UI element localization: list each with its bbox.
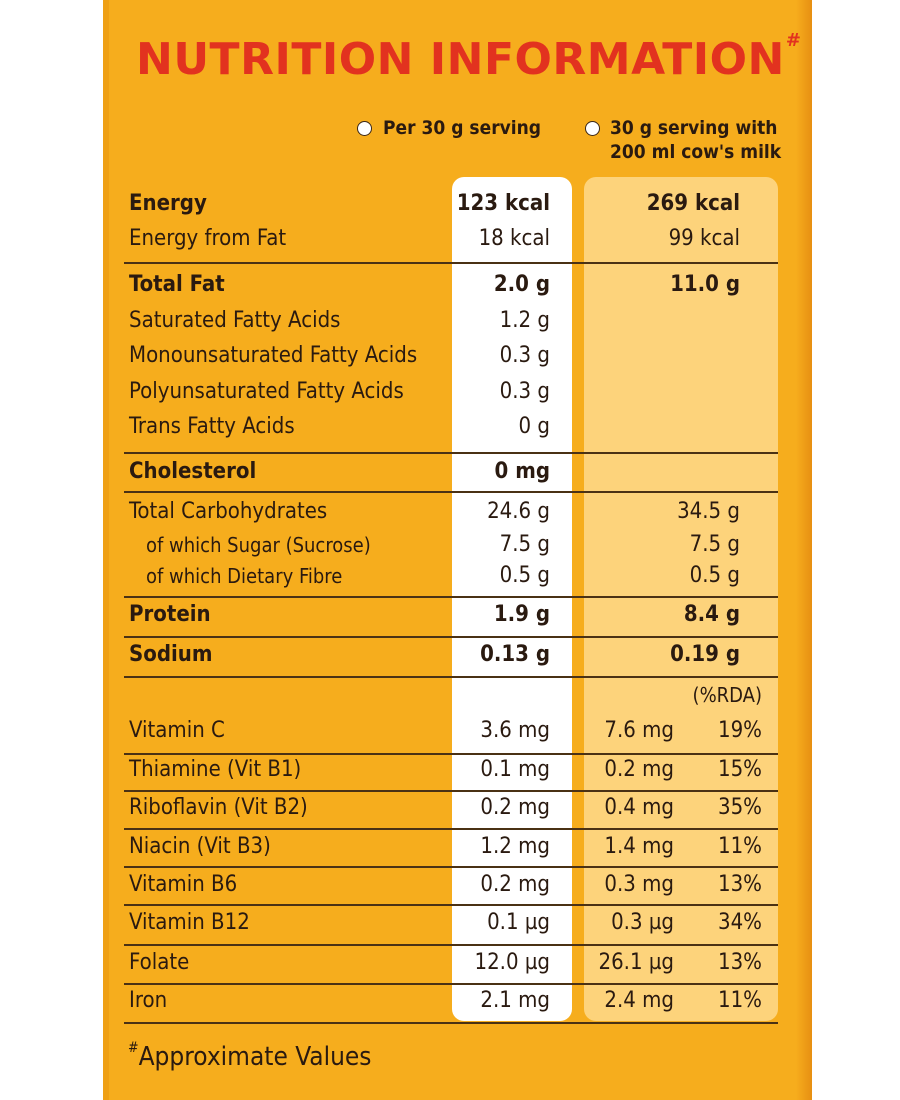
row-divider: [124, 983, 778, 985]
vitamin-b6-with-milk: 0.3 mg: [604, 872, 674, 897]
riboflavin-with-milk: 0.4 mg: [604, 795, 674, 820]
row-divider: [124, 944, 778, 946]
title-footnote-mark: #: [785, 30, 802, 51]
energy-per-serving: 123 kcal: [456, 191, 550, 216]
sodium-per-serving: 0.13 g: [480, 642, 550, 667]
energy-from-fat-per-serving: 18 kcal: [478, 226, 550, 251]
monounsaturated-fat-value: 0.3 g: [499, 343, 550, 368]
row-divider: [124, 262, 778, 264]
energy-label: Energy: [129, 191, 207, 216]
thiamine-label: Thiamine (Vit B1): [129, 757, 302, 782]
riboflavin-rda: 35%: [718, 795, 762, 820]
monounsaturated-fat-label: Monounsaturated Fatty Acids: [129, 343, 418, 368]
title-text: NUTRITION INFORMATION: [136, 34, 785, 85]
niacin-with-milk: 1.4 mg: [604, 834, 674, 859]
vitamin-c-per-serving: 3.6 mg: [480, 718, 550, 743]
with-milk-header-line2: 200 ml cow's milk: [610, 141, 782, 163]
carbohydrates-per-serving: 24.6 g: [487, 499, 550, 524]
iron-per-serving: 2.1 mg: [480, 988, 550, 1013]
rda-header: (%RDA): [692, 683, 762, 707]
row-divider: [124, 676, 778, 678]
footnote-mark: #: [128, 1040, 139, 1056]
row-divider: [124, 753, 778, 755]
per-serving-header: Per 30 g serving: [383, 117, 542, 139]
carbohydrates-with-milk: 34.5 g: [677, 499, 740, 524]
folate-with-milk: 26.1 µg: [598, 950, 675, 975]
trans-fat-value: 0 g: [518, 414, 550, 439]
carbohydrates-label: Total Carbohydrates: [129, 499, 328, 524]
iron-label: Iron: [129, 988, 168, 1013]
saturated-fat-label: Saturated Fatty Acids: [129, 308, 341, 333]
with-milk-column: [584, 177, 778, 1021]
vitamin-c-rda: 19%: [718, 718, 762, 743]
folate-rda: 13%: [718, 950, 762, 975]
thiamine-rda: 15%: [718, 757, 762, 782]
saturated-fat-value: 1.2 g: [499, 308, 550, 333]
riboflavin-label: Riboflavin (Vit B2): [129, 795, 308, 820]
vitamin-b6-per-serving: 0.2 mg: [480, 872, 550, 897]
vitamin-b6-label: Vitamin B6: [129, 872, 238, 897]
iron-with-milk: 2.4 mg: [604, 988, 674, 1013]
energy-from-fat-with-milk: 99 kcal: [668, 226, 740, 251]
fibre-with-milk: 0.5 g: [689, 563, 740, 588]
total-fat-per-serving: 2.0 g: [493, 272, 550, 297]
page-title: NUTRITION INFORMATION#: [136, 32, 801, 82]
niacin-rda: 11%: [718, 834, 762, 859]
total-fat-with-milk: 11.0 g: [670, 272, 740, 297]
energy-from-fat-label: Energy from Fat: [129, 226, 287, 251]
vitamin-c-with-milk: 7.6 mg: [604, 718, 674, 743]
protein-with-milk: 8.4 g: [683, 602, 740, 627]
protein-per-serving: 1.9 g: [493, 602, 550, 627]
energy-with-milk: 269 kcal: [646, 191, 740, 216]
sodium-with-milk: 0.19 g: [670, 642, 740, 667]
folate-per-serving: 12.0 µg: [474, 950, 551, 975]
fibre-label: of which Dietary Fibre: [146, 564, 343, 588]
cholesterol-label: Cholesterol: [129, 459, 257, 484]
row-divider: [124, 866, 778, 868]
vitamin-b12-label: Vitamin B12: [129, 910, 250, 935]
row-divider: [124, 790, 778, 792]
trans-fat-label: Trans Fatty Acids: [129, 414, 295, 439]
panel-left-edge: [103, 0, 109, 1100]
total-fat-label: Total Fat: [129, 272, 225, 297]
with-milk-header-line1: 30 g serving with: [610, 117, 778, 139]
protein-label: Protein: [129, 602, 211, 627]
vitamin-b12-per-serving: 0.1 µg: [487, 910, 550, 935]
with-milk-radio-icon: [585, 121, 600, 136]
row-divider: [124, 452, 778, 454]
vitamin-b12-with-milk: 0.3 µg: [611, 910, 674, 935]
vitamin-c-label: Vitamin C: [129, 718, 225, 743]
row-divider: [124, 596, 778, 598]
thiamine-with-milk: 0.2 mg: [604, 757, 674, 782]
vitamin-b6-rda: 13%: [718, 872, 762, 897]
sugar-with-milk: 7.5 g: [689, 532, 740, 557]
niacin-per-serving: 1.2 mg: [480, 834, 550, 859]
fibre-per-serving: 0.5 g: [499, 563, 550, 588]
sodium-label: Sodium: [129, 642, 213, 667]
iron-rda: 11%: [718, 988, 762, 1013]
polyunsaturated-fat-value: 0.3 g: [499, 379, 550, 404]
panel-right-edge: [796, 0, 812, 1100]
footnote: #Approximate Values: [128, 1040, 372, 1072]
row-divider: [124, 904, 778, 906]
sugar-label: of which Sugar (Sucrose): [146, 533, 371, 557]
sugar-per-serving: 7.5 g: [499, 532, 550, 557]
niacin-label: Niacin (Vit B3): [129, 834, 271, 859]
folate-label: Folate: [129, 950, 190, 975]
row-divider: [124, 1022, 778, 1024]
cholesterol-per-serving: 0 mg: [494, 459, 550, 484]
riboflavin-per-serving: 0.2 mg: [480, 795, 550, 820]
thiamine-per-serving: 0.1 mg: [480, 757, 550, 782]
polyunsaturated-fat-label: Polyunsaturated Fatty Acids: [129, 379, 404, 404]
vitamin-b12-rda: 34%: [718, 910, 762, 935]
per-serving-radio-icon: [357, 121, 372, 136]
per-serving-column: [452, 177, 572, 1021]
row-divider: [124, 828, 778, 830]
footnote-text: Approximate Values: [138, 1042, 372, 1072]
row-divider: [124, 491, 778, 493]
row-divider: [124, 636, 778, 638]
